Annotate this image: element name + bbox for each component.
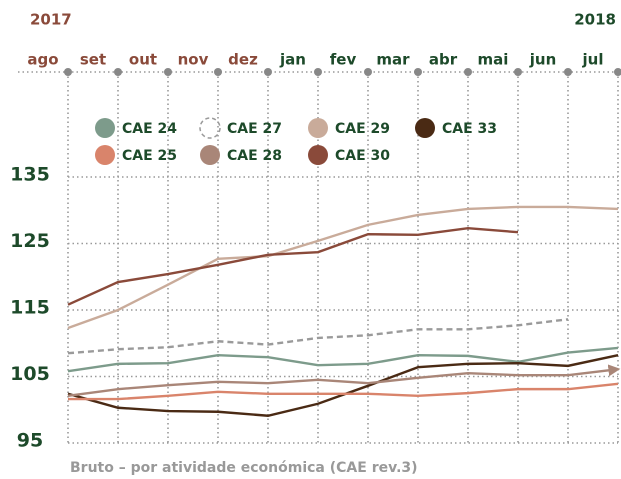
y-tick-label: 95	[17, 430, 43, 452]
x-tick-label: dez	[228, 51, 258, 69]
legend-label: CAE 24	[122, 121, 177, 137]
legend-swatch	[200, 145, 220, 165]
y-tick-label: 115	[10, 297, 50, 319]
x-tick-label: jun	[529, 51, 557, 69]
x-tick-label: jul	[582, 51, 604, 69]
series-line	[68, 382, 619, 401]
axis-dot	[114, 68, 122, 76]
series-line	[67, 346, 619, 373]
year-label: 2017	[30, 11, 72, 29]
axis-dot	[614, 68, 621, 76]
x-tick-label: jan	[279, 51, 306, 69]
x-tick-label: mai	[478, 51, 509, 69]
legend-label: CAE 27	[227, 121, 282, 137]
axis-dot	[214, 68, 222, 76]
series-line	[67, 318, 569, 355]
legend-swatch	[308, 118, 328, 138]
axis-dot	[464, 68, 472, 76]
x-tick-label: set	[80, 51, 106, 69]
axis-dot	[264, 68, 272, 76]
y-tick-label: 125	[10, 230, 50, 252]
x-tick-label: mar	[376, 51, 410, 69]
series-line	[67, 205, 619, 330]
legend-label: CAE 33	[442, 121, 497, 137]
legend-label: CAE 25	[122, 148, 177, 164]
series-line	[67, 364, 621, 397]
footnote: Bruto – por atividade económica (CAE rev…	[70, 460, 418, 476]
x-tick-label: abr	[429, 51, 458, 69]
y-tick-label: 135	[10, 164, 50, 186]
series-line	[67, 226, 519, 306]
axis-dot	[564, 68, 572, 76]
axis-dot	[414, 68, 422, 76]
legend-label: CAE 28	[227, 148, 282, 164]
legend-swatch	[415, 118, 435, 138]
legend-swatch	[95, 145, 115, 165]
legend-swatch	[308, 145, 328, 165]
x-tick-label: nov	[178, 51, 209, 69]
x-tick-label: out	[129, 51, 157, 69]
axis-dot	[514, 68, 522, 76]
x-tick-label: ago	[27, 51, 58, 69]
year-label: 2018	[574, 11, 616, 29]
axis-dot	[314, 68, 322, 76]
legend-label: CAE 30	[335, 148, 390, 164]
axis-dot	[164, 68, 172, 76]
x-tick-label: fev	[330, 51, 357, 69]
y-tick-label: 105	[10, 363, 50, 385]
axis-dot	[64, 68, 72, 76]
legend-swatch	[199, 117, 221, 139]
legend-swatch	[95, 118, 115, 138]
legend-label: CAE 29	[335, 121, 390, 137]
axis-dot	[364, 68, 372, 76]
